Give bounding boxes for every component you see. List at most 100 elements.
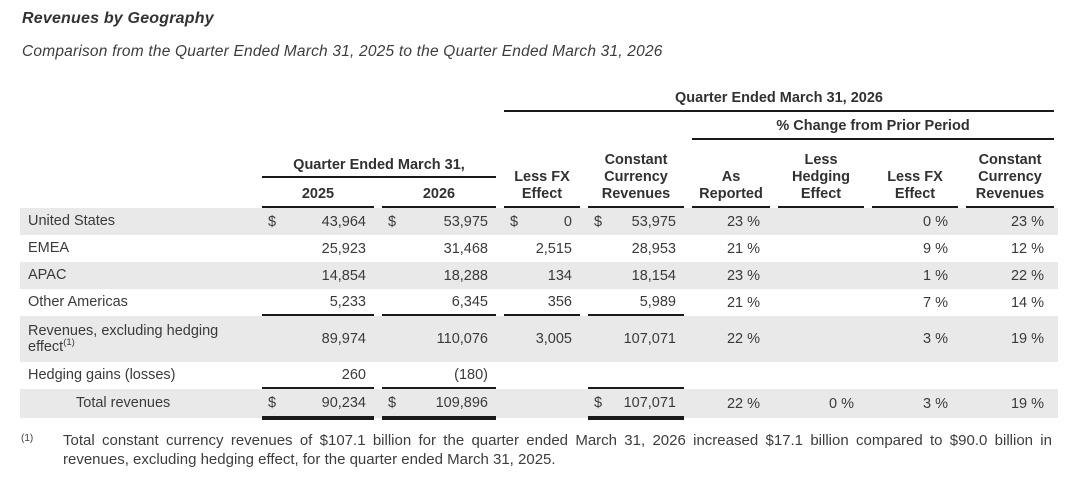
cell-as-reported: 23 % (726, 267, 760, 284)
value-2026: 18,288 (443, 267, 488, 284)
cell-2026: (180) (382, 362, 496, 389)
cell-less-fx-pct (872, 362, 958, 389)
cell-less-fx (504, 362, 580, 389)
value-2026: 31,468 (443, 240, 488, 257)
cell-less-fx: $0 (504, 208, 580, 235)
value-less-fx: 134 (547, 267, 572, 284)
cell-as-reported: 21 % (726, 240, 760, 257)
row-label-text: APAC (28, 267, 67, 284)
cell-cc-revenues-pct: 23 % (1010, 213, 1044, 230)
column-header-constant-currency-revenues: Constant Currency Revenues (588, 152, 684, 208)
cell-as-reported: 21 % (726, 294, 760, 311)
cell-as-reported: 22 % (726, 331, 760, 347)
cell-less-fx-pct: 0 % (923, 213, 948, 230)
value-2026: 110,076 (436, 331, 488, 347)
column-header-as-reported: As Reported (692, 169, 770, 208)
value-cc-revenues: 5,989 (639, 293, 676, 310)
cell-cc-revenues-pct: 14 % (1010, 294, 1044, 311)
table-header: Quarter Ended March 31, 2026 % Change fr… (20, 85, 1058, 208)
value-2026: 109,896 (435, 394, 488, 411)
page-title: Revenues by Geography (22, 10, 214, 27)
row-label-text: Other Americas (28, 294, 128, 311)
dollar-sign: $ (594, 213, 603, 230)
footnote-text: Total constant currency revenues of $107… (63, 432, 1052, 469)
cell-2026: 31,468 (382, 235, 496, 262)
row-label: Revenues, excluding hedging effect(1) (20, 316, 254, 362)
dollar-sign: $ (268, 394, 277, 411)
value-cc-revenues: 28,953 (631, 240, 676, 257)
cell-cc-revenues-pct: 22 % (1010, 267, 1044, 284)
table-row-united-states: United States $43,964 $53,975 $0 $53,975… (20, 208, 1058, 235)
value-2025: 25,923 (321, 240, 366, 257)
value-2026: (180) (454, 366, 488, 383)
footnote: (1) Total constant currency revenues of … (20, 431, 1058, 469)
row-label: Hedging gains (losses) (20, 362, 254, 389)
cell-less-fx-pct: 9 % (923, 240, 948, 257)
dollar-sign: $ (388, 213, 397, 230)
cell-less-fx-pct: 3 % (923, 331, 948, 347)
cell-cc-revenues-pct (966, 362, 1054, 389)
value-cc-revenues: 107,071 (623, 331, 676, 347)
row-label: United States (20, 208, 254, 235)
value-cc-revenues: 53,975 (631, 213, 676, 230)
header-pct-change-prior-period: % Change from Prior Period (692, 118, 1054, 140)
row-label-text: United States (28, 213, 116, 230)
value-less-fx: 2,515 (535, 240, 572, 257)
footnote-reference: (1) (63, 337, 75, 349)
page-subtitle: Comparison from the Quarter Ended March … (22, 43, 663, 60)
cell-cc-revenues: 5,989 (588, 289, 684, 316)
cell-2026: 18,288 (382, 262, 496, 289)
value-2025: 5,233 (329, 293, 366, 310)
row-label: EMEA (20, 235, 254, 262)
cell-less-fx: 2,515 (504, 235, 580, 262)
cell-less-fx-pct: 1 % (923, 267, 948, 284)
header-quarter-ended-2026: Quarter Ended March 31, 2026 (504, 90, 1054, 112)
cell-2026: 110,076 (382, 316, 496, 362)
row-label-text: EMEA (28, 240, 70, 257)
value-less-fx: 356 (547, 293, 572, 310)
row-label-text: Hedging gains (losses) (28, 367, 176, 384)
dollar-sign: $ (388, 394, 397, 411)
dollar-sign: $ (510, 213, 519, 230)
cell-cc-revenues (588, 362, 684, 389)
cell-less-fx: 3,005 (504, 316, 580, 362)
cell-cc-revenues: 107,071 (588, 316, 684, 362)
table-row-revenues-excluding-hedging: Revenues, excluding hedging effect(1) 89… (20, 316, 1058, 362)
cell-less-fx: 134 (504, 262, 580, 289)
cell-less-fx: 356 (504, 289, 580, 316)
cell-2026: $53,975 (382, 208, 496, 235)
cell-cc-revenues: 18,154 (588, 262, 684, 289)
cell-cc-revenues: $53,975 (588, 208, 684, 235)
value-cc-revenues: 18,154 (631, 267, 676, 284)
value-less-fx: 3,005 (535, 331, 572, 347)
row-label: Other Americas (20, 289, 254, 316)
table-row-hedging-gains-losses: Hedging gains (losses) 260 (180) (20, 362, 1058, 389)
cell-2025: 260 (262, 362, 374, 389)
cell-2025: 5,233 (262, 289, 374, 316)
dollar-sign: $ (268, 213, 277, 230)
column-header-2026: 2026 (382, 186, 496, 208)
cell-less-hedging: 0 % (829, 395, 854, 412)
cell-less-fx-pct: 7 % (923, 294, 948, 311)
column-header-2025: 2025 (262, 186, 374, 208)
cell-as-reported: 23 % (726, 213, 760, 230)
value-cc-revenues: 107,071 (623, 394, 676, 411)
table-row-other-americas: Other Americas 5,233 6,345 356 5,989 21 … (20, 289, 1058, 316)
header-quarter-ended-march31: Quarter Ended March 31, (262, 157, 496, 178)
cell-cc-revenues: $107,071 (588, 389, 684, 420)
cell-2026: $109,896 (382, 389, 496, 420)
cell-2025: 25,923 (262, 235, 374, 262)
row-label: APAC (20, 262, 254, 289)
cell-less-hedging (778, 208, 864, 235)
row-label-text: Revenues, excluding hedging effect(1) (28, 323, 254, 355)
value-less-fx: 0 (563, 213, 572, 230)
cell-less-fx (504, 389, 580, 418)
cell-less-hedging (778, 362, 864, 389)
cell-2026: 6,345 (382, 289, 496, 316)
cell-2025: $43,964 (262, 208, 374, 235)
column-header-less-hedging-effect: Less Hedging Effect (778, 152, 864, 208)
cell-cc-revenues-pct: 12 % (1010, 240, 1044, 257)
row-label-main: Revenues, excluding hedging effect (28, 322, 219, 355)
cell-2025: $90,234 (262, 389, 374, 420)
